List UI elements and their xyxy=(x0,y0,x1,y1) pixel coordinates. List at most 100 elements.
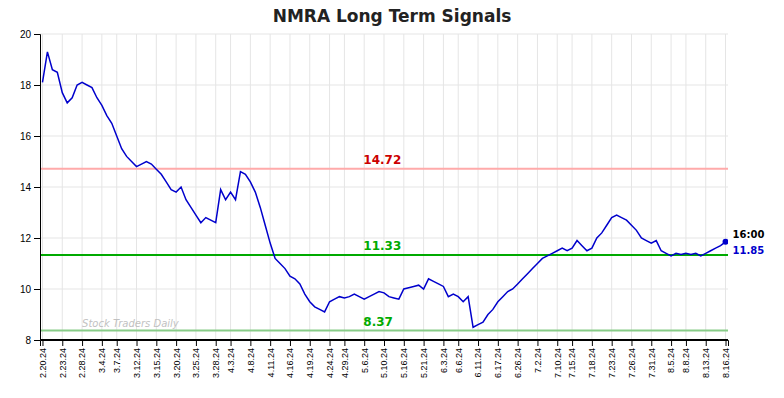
tick-mark xyxy=(364,340,365,346)
grid-line xyxy=(423,34,424,340)
tick-mark xyxy=(34,238,40,239)
tick-label: 8.5.24 xyxy=(666,348,676,373)
tick-label: 20 xyxy=(20,29,32,40)
tick: 7.31.24 xyxy=(647,340,657,378)
tick-label: 4.19.24 xyxy=(305,348,315,378)
grid-line xyxy=(443,34,444,340)
tick-mark xyxy=(290,340,291,346)
line xyxy=(42,52,725,327)
grid-line xyxy=(82,34,83,340)
tick-label: 7.10.24 xyxy=(553,348,563,378)
tick: 2.23.24 xyxy=(58,340,68,378)
tick-label: 2.20.24 xyxy=(38,348,48,378)
tick: 20 xyxy=(20,29,40,40)
grid-line xyxy=(309,34,310,340)
tick-mark xyxy=(34,187,40,188)
tick-label: 7.15.24 xyxy=(567,348,577,378)
tick-mark xyxy=(557,340,558,346)
tick-label: 8.16.24 xyxy=(721,348,731,378)
tick: 6.17.24 xyxy=(493,340,503,378)
grid-line xyxy=(537,34,538,340)
tick-label: 3.7.24 xyxy=(112,348,122,373)
tick-label: 2.23.24 xyxy=(58,348,68,378)
reference-line xyxy=(40,168,728,170)
grid-line xyxy=(671,34,672,340)
reference-line xyxy=(40,339,728,340)
tick: 8.8.24 xyxy=(681,340,691,373)
tick-label: 4.24.24 xyxy=(325,348,335,378)
tick-mark xyxy=(34,85,40,86)
tick-mark xyxy=(592,340,593,346)
tick-label: 3.4.24 xyxy=(97,348,107,373)
tick-label: 5.6.24 xyxy=(360,348,370,373)
tick-mark xyxy=(270,340,271,346)
tick-mark xyxy=(384,340,385,346)
grid-line xyxy=(230,34,231,340)
tick: 6.11.24 xyxy=(473,340,483,377)
tick-label: 4.11.24 xyxy=(266,348,276,377)
title: NMRA Long Term Signals xyxy=(273,6,512,26)
tick-mark xyxy=(137,340,138,346)
tick-label: 7.23.24 xyxy=(607,348,617,378)
y-axis: 8101214161820 xyxy=(20,29,41,346)
tick: 7.18.24 xyxy=(587,340,597,378)
last-point xyxy=(723,239,728,245)
grid-line xyxy=(289,34,290,340)
tick-mark xyxy=(34,289,40,290)
grid-line xyxy=(497,34,498,340)
grid-line xyxy=(705,34,706,340)
grid-line xyxy=(364,34,365,340)
tick-label: 5.21.24 xyxy=(419,348,429,378)
grid-line xyxy=(62,34,63,340)
x-axis: 2.20.242.23.242.28.243.4.243.7.243.12.24… xyxy=(38,340,731,378)
grid-line xyxy=(136,34,137,340)
grid-line xyxy=(329,34,330,340)
tick-mark xyxy=(686,340,687,346)
plot: 81012141618202.20.242.23.242.28.243.4.24… xyxy=(20,29,765,378)
tick-label: 4.3.24 xyxy=(226,348,236,373)
tick: 4.24.24 xyxy=(325,340,335,378)
tick-label: 14 xyxy=(20,182,32,193)
tick: 5.6.24 xyxy=(360,340,370,373)
grid-line xyxy=(101,34,102,340)
tick: 8.5.24 xyxy=(666,340,676,373)
grid-line xyxy=(384,34,385,340)
tick: 10 xyxy=(20,284,40,295)
grid xyxy=(40,34,728,340)
tick: 3.15.24 xyxy=(152,340,162,378)
grid-line xyxy=(725,34,726,340)
grid-line xyxy=(250,34,251,340)
tick-mark xyxy=(404,340,405,346)
tick: 8.13.24 xyxy=(701,340,711,378)
tick-mark xyxy=(631,340,632,346)
tick-label: 10 xyxy=(20,284,32,295)
grid-line xyxy=(116,34,117,340)
tick: 6.6.24 xyxy=(454,340,464,373)
axis-line xyxy=(34,35,41,341)
watermark: Stock Traders Daily xyxy=(82,318,180,329)
chart: NMRA Long Term Signals81012141618202.20.… xyxy=(0,0,784,398)
tick: 18 xyxy=(20,80,40,91)
tick-mark xyxy=(424,340,425,346)
tick-label: 8.13.24 xyxy=(701,348,711,378)
tick-mark xyxy=(330,340,331,346)
tick-label: 3.20.24 xyxy=(171,348,181,378)
tick: 8.16.24 xyxy=(721,340,731,378)
tick-label: 3.25.24 xyxy=(191,348,201,378)
tick-mark xyxy=(478,340,479,346)
tick-label: 18 xyxy=(20,80,32,91)
tick: 4.11.24 xyxy=(266,340,276,377)
tick-mark xyxy=(671,340,672,346)
tick-mark xyxy=(310,340,311,346)
grid-line xyxy=(557,34,558,340)
tick: 16 xyxy=(20,131,40,142)
grid-line xyxy=(403,34,404,340)
grid-line xyxy=(572,34,573,340)
tick: 7.26.24 xyxy=(627,340,637,378)
axis-line xyxy=(41,341,729,347)
tick: 6.3.24 xyxy=(439,340,449,373)
grid-line xyxy=(458,34,459,340)
tick-mark xyxy=(572,340,573,346)
tick-mark xyxy=(344,340,345,346)
tick: 5.10.24 xyxy=(379,340,389,378)
